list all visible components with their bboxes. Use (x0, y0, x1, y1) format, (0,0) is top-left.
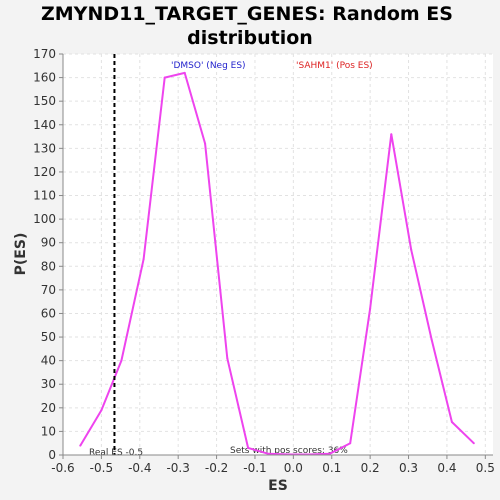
data-point (328, 452, 331, 455)
x-tick-label: 0.2 (361, 461, 380, 475)
y-tick-label: 150 (33, 94, 56, 108)
y-tick-label: 30 (41, 377, 56, 391)
y-tick-label: 90 (41, 236, 56, 250)
chart-title-line-1: ZMYND11_TARGET_GENES: Random ES (41, 3, 453, 25)
pos-es-label: 'SAHM1' (Pos ES) (296, 61, 373, 71)
y-tick-label: 160 (33, 71, 56, 85)
x-tick-label: -0.6 (51, 461, 74, 475)
data-point (142, 258, 145, 261)
y-tick-label: 50 (41, 330, 56, 344)
y-tick-label: 120 (33, 165, 56, 179)
y-tick-label: 60 (41, 306, 56, 320)
y-tick-label: 0 (48, 448, 56, 462)
x-tick-label: -0.2 (205, 461, 228, 475)
axes (62, 54, 493, 456)
pos-scores-label: Sets with pos scores: 36% (230, 446, 348, 456)
y-axis-label: P(ES) (13, 233, 29, 276)
data-point (430, 338, 433, 341)
data-point (369, 307, 372, 310)
x-tick-label: -0.1 (243, 461, 266, 475)
annotations: 'DMSO' (Neg ES) 'SAHM1' (Pos ES) Sets wi… (89, 61, 373, 458)
data-point (79, 444, 82, 447)
x-tick-label: -0.4 (128, 461, 151, 475)
data-point (349, 442, 352, 445)
data-point (450, 420, 453, 423)
x-tick-label: 0.4 (437, 461, 456, 475)
data-point (247, 446, 250, 449)
series-layer (79, 54, 475, 456)
data-point (163, 76, 166, 79)
y-tick-label: 20 (41, 401, 56, 415)
real-es-label: Real ES -0.5 (89, 448, 143, 458)
data-point (472, 442, 475, 445)
chart-title-line-2: distribution (187, 27, 313, 49)
chart-title: ZMYND11_TARGET_GENES: Random ES distribu… (41, 3, 453, 49)
x-tick-label: -0.3 (166, 461, 189, 475)
x-tick-label: 0.5 (476, 461, 495, 475)
x-axis-ticks: -0.6 -0.5 -0.4 -0.3 -0.2 -0.1 0.0 0.1 0.2 0.3 0.4 0… (51, 455, 495, 475)
x-tick-label: 0.1 (322, 461, 341, 475)
data-point (120, 359, 123, 362)
data-point (183, 71, 186, 74)
data-point (390, 133, 393, 136)
data-point (226, 357, 229, 360)
data-point (410, 248, 413, 251)
data-point (267, 452, 270, 455)
es-distribution-line (79, 71, 475, 456)
y-tick-label: 140 (33, 118, 56, 132)
x-tick-label: 0.0 (284, 461, 303, 475)
y-tick-label: 170 (33, 47, 56, 61)
plot-area (63, 54, 493, 455)
y-tick-label: 130 (33, 141, 56, 155)
y-tick-label: 10 (41, 424, 56, 438)
y-tick-label: 70 (41, 283, 56, 297)
y-tick-label: 40 (41, 354, 56, 368)
x-tick-label: -0.5 (90, 461, 113, 475)
y-axis-ticks: 0 10 20 30 40 50 60 70 80 90 100 110 120 130 140 150 160… (33, 47, 63, 462)
y-tick-label: 100 (33, 212, 56, 226)
x-tick-label: 0.3 (399, 461, 418, 475)
data-point (100, 409, 103, 412)
x-axis-label: ES (268, 478, 288, 494)
y-tick-label: 80 (41, 259, 56, 273)
neg-es-label: 'DMSO' (Neg ES) (171, 61, 246, 71)
y-tick-label: 110 (33, 189, 56, 203)
data-point (204, 142, 207, 145)
